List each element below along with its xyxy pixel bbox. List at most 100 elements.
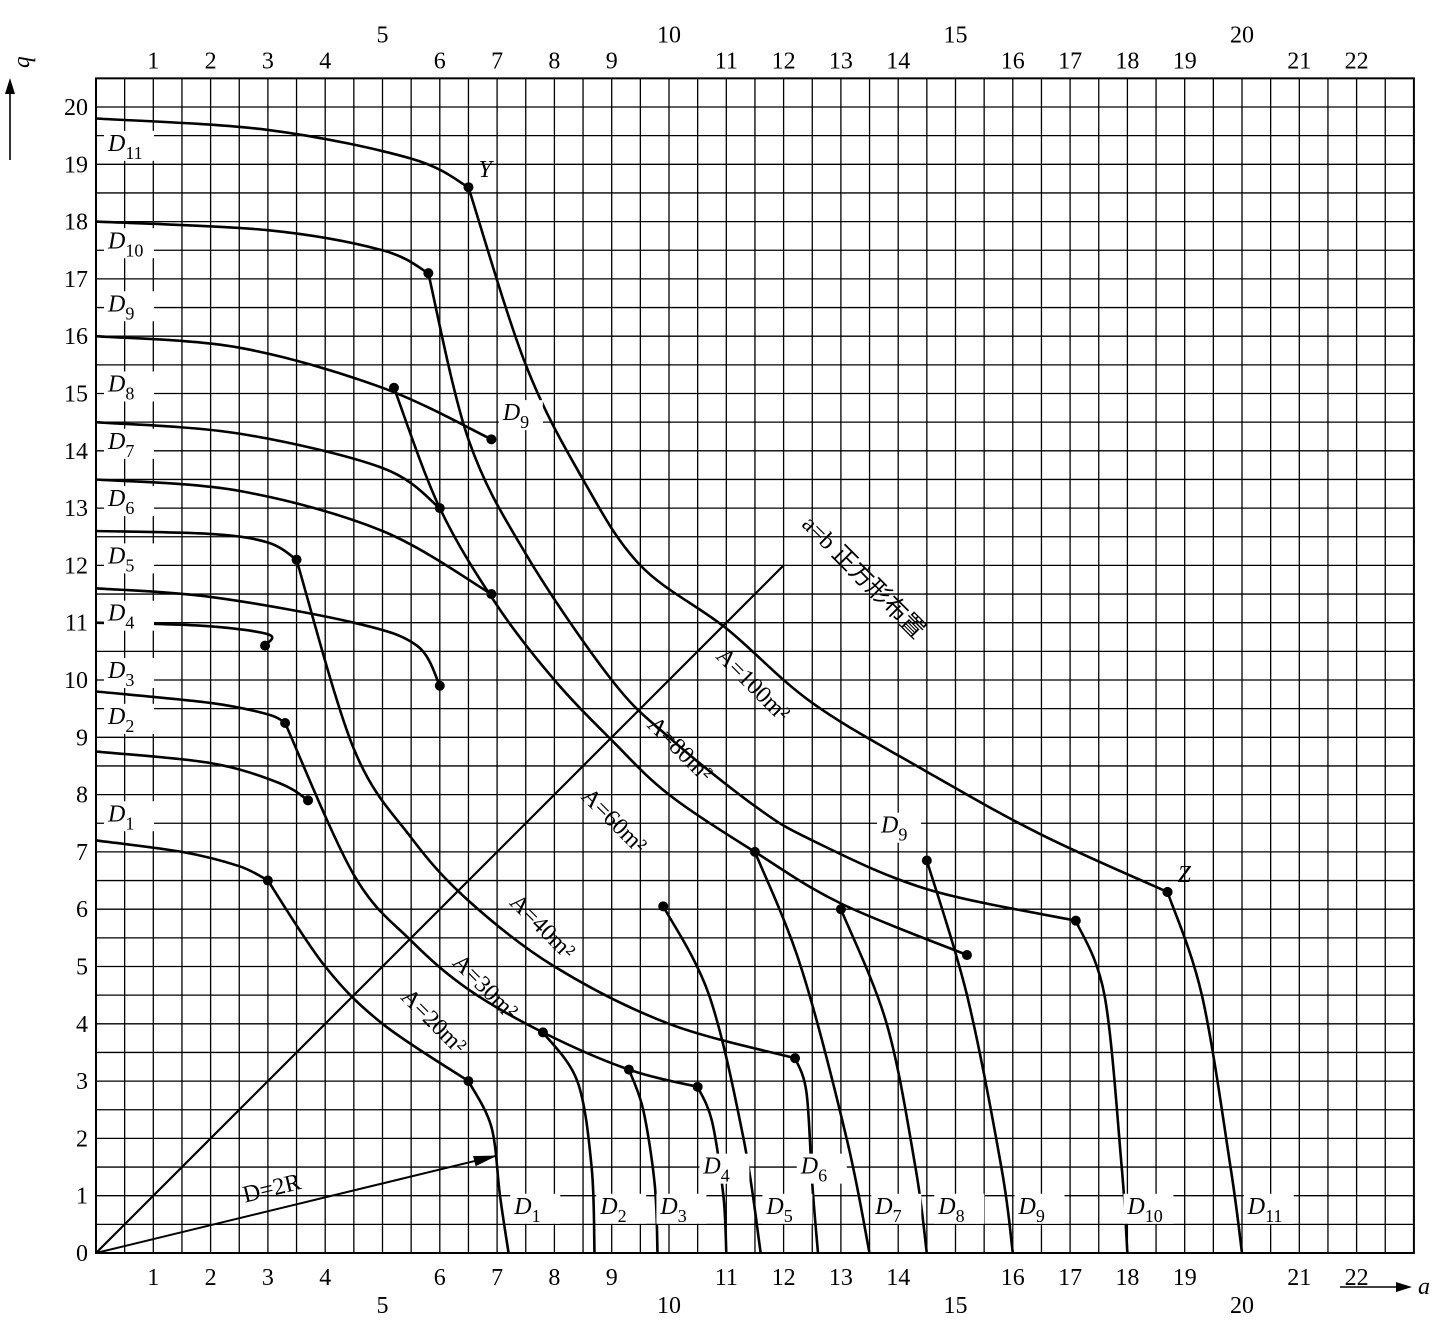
point-label-y: Y (478, 157, 494, 183)
data-point (260, 640, 271, 651)
bottom-label-bg (596, 1193, 647, 1224)
y-tick-label: 12 (64, 553, 88, 579)
y-tick-label: 1 (76, 1184, 88, 1210)
top-tick-label: 21 (1287, 48, 1311, 74)
left-label-bg (104, 658, 154, 688)
left-label-d8: D8 (107, 372, 134, 404)
left-label-d2: D2 (107, 704, 134, 736)
y-tick-label: 2 (76, 1126, 88, 1152)
bottom-label-d1: D1 (513, 1194, 540, 1226)
vertical-end-d11 (1166, 891, 1244, 1254)
radius-arrow-line (95, 1154, 498, 1254)
data-point (486, 589, 497, 600)
left-label-d10: D10 (107, 228, 143, 260)
curve-d7 (95, 420, 441, 510)
top-tick-label: 2 (205, 48, 217, 74)
bottom-major-tick-label: 5 (377, 1293, 389, 1319)
curve-d6 (95, 478, 493, 596)
vertical-end-d3 (627, 1069, 659, 1254)
area-curve (295, 559, 796, 1060)
bottom-tick-label: 4 (319, 1265, 331, 1291)
bottom-tick-label: 9 (606, 1265, 618, 1291)
bottom-label-d8: D8 (937, 1194, 964, 1226)
bottom-label-d6: D6 (800, 1154, 827, 1186)
data-point (1070, 915, 1081, 926)
curve-d2 (95, 750, 309, 802)
bottom-label-d3: D3 (659, 1194, 686, 1226)
bottom-tick-label: 14 (886, 1265, 910, 1291)
vertical-end-d7 (753, 851, 871, 1254)
y-tick-label: 5 (76, 955, 88, 981)
bottom-tick-label: 2 (205, 1265, 217, 1291)
top-major-tick-label: 15 (944, 22, 968, 48)
data-point (658, 901, 669, 912)
data-point (486, 434, 497, 445)
left-label-bg (104, 371, 154, 402)
bottom-tick-label: 18 (1115, 1265, 1139, 1291)
area-label: A=40m² (504, 889, 579, 964)
diagonal-label: a=b 正方形布置 (797, 510, 931, 644)
y-tick-label: 11 (65, 611, 88, 637)
y-tick-label: 10 (64, 668, 88, 694)
bottom-tick-label: 11 (715, 1265, 738, 1291)
data-point (434, 503, 445, 514)
vertical-end-d6 (793, 1057, 820, 1254)
data-point (749, 846, 760, 857)
radius-arrow-label: D=2R (240, 1169, 303, 1208)
area-curve (467, 186, 1169, 894)
area-curve (427, 272, 1077, 922)
data-point (423, 268, 434, 279)
top-tick-label: 16 (1001, 48, 1025, 74)
bottom-label-d5: D5 (765, 1194, 792, 1226)
bottom-major-tick-label: 10 (657, 1293, 681, 1319)
left-label-d5: D5 (107, 543, 134, 575)
top-tick-label: 13 (829, 48, 853, 74)
area-curve (283, 722, 698, 1089)
curve-d4 (95, 587, 441, 687)
bottom-label-bg (796, 1153, 847, 1184)
bottom-tick-label: 8 (548, 1265, 560, 1291)
left-label-d3: D3 (107, 658, 134, 690)
top-major-tick-label: 10 (657, 22, 681, 48)
bottom-label-d9: D9 (1018, 1194, 1045, 1226)
data-point (921, 855, 932, 866)
area-label: A=30m² (447, 949, 522, 1024)
left-label-bg (104, 291, 154, 322)
bottom-label-d11: D11 (1247, 1194, 1283, 1226)
top-tick-label: 22 (1345, 48, 1369, 74)
data-point (303, 795, 314, 806)
vertical-end-d9 (925, 860, 1015, 1254)
bottom-tick-label: 6 (434, 1265, 446, 1291)
bottom-tick-label: 17 (1058, 1265, 1082, 1291)
data-point (537, 1027, 548, 1038)
bottom-label-d4: D4 (702, 1154, 729, 1186)
bottom-tick-label: 12 (772, 1265, 796, 1291)
top-tick-label: 11 (715, 48, 738, 74)
top-major-tick-label: 5 (377, 22, 389, 48)
y-tick-label: 17 (64, 267, 88, 293)
vertical-end-d5 (662, 905, 762, 1254)
y-tick-label: 18 (64, 210, 88, 236)
inner-label-d9: D9 (502, 400, 529, 432)
bottom-label-bg (934, 1193, 985, 1224)
left-label-d9: D9 (107, 291, 134, 323)
data-points (260, 182, 1173, 1092)
data-point (463, 182, 474, 193)
left-label-bg (104, 600, 154, 631)
data-point (961, 950, 972, 961)
bottom-label-bg (1123, 1193, 1174, 1224)
left-label-bg (104, 543, 154, 574)
bottom-tick-label: 21 (1287, 1265, 1311, 1291)
left-label-d7: D7 (107, 429, 134, 461)
bottom-tick-label: 19 (1173, 1265, 1197, 1291)
bottom-label-d7: D7 (874, 1194, 901, 1226)
grid-lines (95, 77, 1415, 1255)
y-tick-label: 20 (64, 95, 88, 121)
bottom-major-tick-label: 20 (1230, 1293, 1254, 1319)
top-tick-label: 8 (548, 48, 560, 74)
bottom-label-bg (656, 1193, 707, 1224)
left-label-bg (104, 130, 154, 161)
y-tick-label: 8 (76, 783, 88, 809)
